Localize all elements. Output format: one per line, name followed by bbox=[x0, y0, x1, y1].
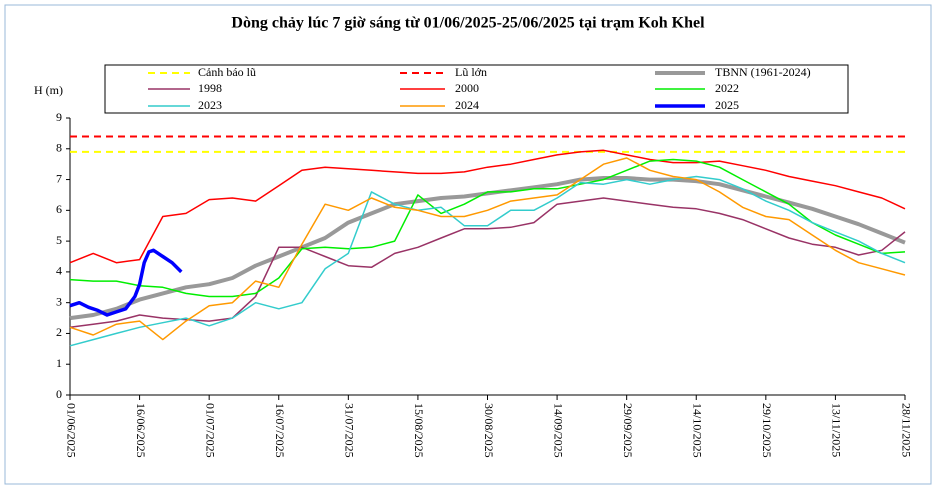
x-tick-label: 16/06/2025 bbox=[134, 403, 148, 458]
legend-label: 2023 bbox=[198, 98, 222, 112]
x-tick-label: 16/07/2025 bbox=[273, 403, 287, 458]
x-tick-label: 01/07/2025 bbox=[203, 403, 217, 458]
series-line bbox=[69, 157, 906, 341]
x-tick-label: 28/11/2025 bbox=[899, 403, 913, 457]
y-tick-label: 8 bbox=[56, 141, 62, 155]
series-line bbox=[69, 176, 906, 321]
series-line bbox=[69, 149, 906, 264]
chart-title: Dòng chảy lúc 7 giờ sáng từ 01/06/2025-2… bbox=[231, 15, 705, 32]
x-tick-label: 01/06/2025 bbox=[64, 403, 78, 458]
legend-label: 2000 bbox=[455, 81, 479, 95]
y-tick-label: 0 bbox=[56, 387, 62, 401]
x-tick-label: 15/08/2025 bbox=[412, 403, 426, 458]
x-tick-label: 14/10/2025 bbox=[691, 403, 705, 458]
y-tick-label: 2 bbox=[56, 325, 62, 339]
x-tick-label: 13/11/2025 bbox=[830, 403, 844, 457]
legend-label: 1998 bbox=[198, 81, 222, 95]
series-line bbox=[69, 197, 906, 329]
series-line bbox=[69, 248, 183, 317]
y-tick-label: 7 bbox=[56, 171, 62, 185]
y-tick-label: 6 bbox=[56, 202, 62, 216]
series-line bbox=[69, 158, 906, 298]
legend-box bbox=[104, 64, 849, 114]
series-line bbox=[69, 175, 906, 347]
y-axis-label: H (m) bbox=[34, 83, 63, 97]
legend-label: TBNN (1961-2024) bbox=[715, 65, 811, 79]
x-tick-label: 29/09/2025 bbox=[621, 403, 635, 458]
legend-label: 2024 bbox=[455, 98, 479, 112]
x-tick-label: 31/07/2025 bbox=[343, 403, 357, 458]
x-tick-label: 29/10/2025 bbox=[760, 403, 774, 458]
legend-label: 2022 bbox=[715, 81, 739, 95]
y-tick-label: 4 bbox=[56, 264, 62, 278]
y-tick-label: 3 bbox=[56, 294, 62, 308]
legend-label: Lũ lớn bbox=[455, 65, 487, 79]
x-tick-label: 14/09/2025 bbox=[551, 403, 565, 458]
legend-label: 2025 bbox=[715, 98, 739, 112]
x-tick-label: 30/08/2025 bbox=[482, 403, 496, 458]
y-tick-label: 1 bbox=[56, 356, 62, 370]
legend-label: Cảnh báo lũ bbox=[198, 65, 256, 79]
y-tick-label: 9 bbox=[56, 110, 62, 124]
y-tick-label: 5 bbox=[56, 233, 62, 247]
